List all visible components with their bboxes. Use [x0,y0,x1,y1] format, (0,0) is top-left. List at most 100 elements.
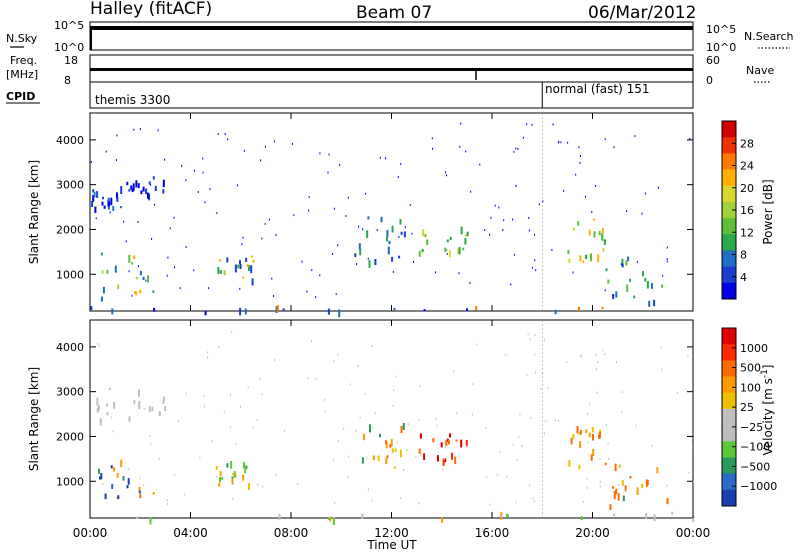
noise-mark [137,220,139,223]
noise-mark [660,346,662,349]
noise-mark [534,353,536,356]
noise-mark [327,171,329,174]
echo-cluster [418,433,468,466]
echo-mark [219,477,221,483]
noise-mark [319,152,321,155]
noise-mark [658,186,659,189]
noise-mark [333,360,335,363]
echo-mark [248,265,250,271]
power-colorbar-label: Power [dB] [761,179,775,244]
echo-mark [100,252,103,256]
echo-mark [133,400,136,404]
echo-mark [419,433,422,439]
noise-mark [359,416,361,419]
echo-mark [451,452,453,460]
echo-mark [244,308,247,315]
echo-mark [592,434,594,441]
noise-mark [687,355,689,358]
freq-tick-bottom: 8 [64,74,71,87]
echo-mark [446,438,449,442]
colorbar-tick-label: 12 [740,226,754,239]
noise-mark [241,243,243,246]
colorbar-frame [721,327,737,507]
echo-mark [622,495,625,502]
noise-mark [193,169,195,172]
echo-noise [90,122,691,299]
velocity-frame [89,319,694,519]
noise-mark [688,471,690,474]
noise-mark [534,334,536,336]
noise-mark [362,228,364,231]
echo-mark [282,308,285,312]
freq-label: Freq. [10,54,37,67]
echo-mark [385,442,388,449]
echo-mark [613,491,616,499]
noise-mark [516,458,518,461]
echo-mark [388,240,391,245]
colorbar-tick-label: 20 [740,182,754,195]
noise-mark [334,502,336,505]
echo-mark [368,260,371,268]
noise-mark [518,435,520,438]
velocity-colorbar: 1000 500 100 25 −25 −100 −500 −1000 [721,327,777,507]
echo-mark [102,196,104,200]
echo-mark [399,449,402,458]
noise-mark [374,412,376,415]
colorbar-tick-label: 8 [740,249,747,262]
echo-mark [217,269,220,275]
noise-mark [262,485,264,488]
noise-mark [365,192,366,195]
echo-mark [585,429,588,434]
echo-mark [93,191,96,198]
noise-mark [345,215,347,217]
noise-mark [579,161,581,164]
noise-mark [605,423,607,426]
noise-mark [515,501,517,504]
noise-mark [506,475,508,478]
echo-mark [130,185,133,190]
echo-mark [142,186,145,192]
echo-mark [104,493,107,500]
noise-mark [555,419,556,422]
echo-mark [97,404,100,411]
echo-mark [568,460,571,467]
noise-mark [512,443,514,446]
echo-mark [100,473,103,480]
noise-mark [158,458,160,460]
echo-mark [391,256,394,262]
echo-mark [460,226,463,235]
noise-mark [602,349,604,352]
echo-mark [122,476,125,481]
colorbar-segment [722,408,736,426]
echo-mark [455,439,458,442]
noise-mark [199,456,201,459]
echo-mark [578,464,581,470]
echo-mark [139,289,142,294]
colorbar-segment [722,425,736,442]
colorbar-segment [722,473,736,491]
echo-mark [656,467,659,474]
colorbar-segment [722,169,736,187]
echo-mark [102,286,105,294]
echo-mark [466,231,469,237]
noise-mark [558,141,559,144]
noise-mark [527,333,529,336]
noise-mark [578,146,580,149]
colorbar-tick-label: 16 [740,204,754,217]
noise-mark [661,368,662,371]
noise-mark [372,426,374,429]
noise-mark [139,128,141,130]
colorbar-segment [722,392,736,410]
echo-mark [128,254,131,263]
echo-mark [91,201,94,207]
noise-mark [392,404,394,407]
echo-mark [232,473,234,476]
echo-mark [572,434,575,439]
nsky-tick-top: 10^5 [54,19,84,32]
noise-mark [515,185,517,188]
echo-mark [234,264,237,273]
noise-mark [563,189,565,192]
echo-cluster [90,305,604,318]
echo-mark [327,308,330,315]
noise-mark [357,365,359,368]
